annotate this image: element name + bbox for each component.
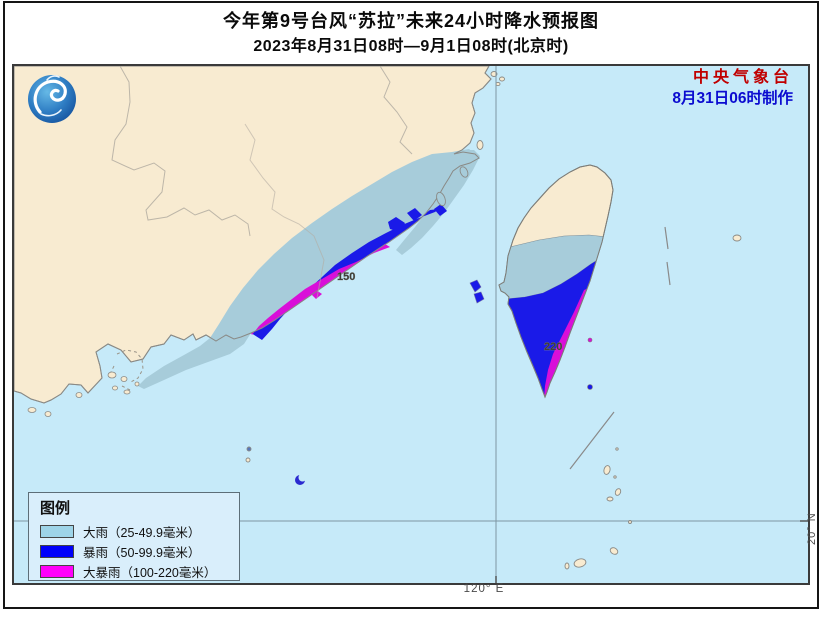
scattered-islands [245, 234, 742, 570]
legend-label-rainstorm: 暴雨（50-99.9毫米） [83, 545, 201, 560]
rain-max-taiwan-label: 220 [544, 341, 562, 353]
severe-rainstorm-swatch [40, 564, 74, 578]
legend-row-rainstorm: 暴雨（50-99.9毫米） [40, 541, 239, 561]
severe-island-patch [311, 290, 322, 299]
cma-logo [28, 75, 76, 123]
crescent-island [295, 473, 307, 485]
ne-coastal-islands [436, 71, 505, 207]
longitude-label: 120° E [463, 583, 505, 595]
agency-issued-time: 8月31日06时制作 [672, 90, 793, 107]
green-island [587, 337, 593, 343]
page-title: 今年第9号台风“苏拉”未来24小时降水预报图 [222, 11, 600, 31]
rain-max-mainland-label: 150 [337, 271, 355, 283]
agency-name: 中央气象台 [692, 69, 793, 86]
mainland-coastline [13, 65, 492, 404]
rain-band-heavy [138, 149, 479, 389]
page-subtitle: 2023年8月31日08时—9月1日08时(北京时) [253, 38, 569, 55]
lanyu-island [587, 384, 593, 390]
rainstorm-swatch [40, 544, 74, 558]
rainstorm-island-patches [388, 204, 447, 232]
estuary-dashed-boundary [27, 349, 144, 417]
province-boundaries [111, 65, 413, 299]
rain-band-rainstorm [251, 209, 439, 340]
legend-row-severe-rainstorm: 大暴雨（100-220毫米） [40, 561, 239, 581]
agency-block: 中央气象台 8月31日06时制作 [672, 68, 793, 109]
taiwan-outline [498, 164, 614, 399]
legend-label-heavy-rain: 大雨（25-49.9毫米） [83, 525, 201, 540]
legend-label-severe-rainstorm: 大暴雨（100-220毫米） [83, 565, 217, 580]
latitude-label: 20° N [806, 512, 818, 545]
legend-title: 图例 [40, 500, 71, 517]
maritime-boundary-dashes [569, 226, 671, 470]
legend: 图例 大雨（25-49.9毫米） 暴雨（50-99.9毫米） 大暴雨（100-2… [28, 492, 240, 581]
heavy-rain-swatch [40, 524, 74, 538]
legend-row-heavy-rain: 大雨（25-49.9毫米） [40, 521, 239, 541]
penghu-islands [469, 279, 485, 304]
